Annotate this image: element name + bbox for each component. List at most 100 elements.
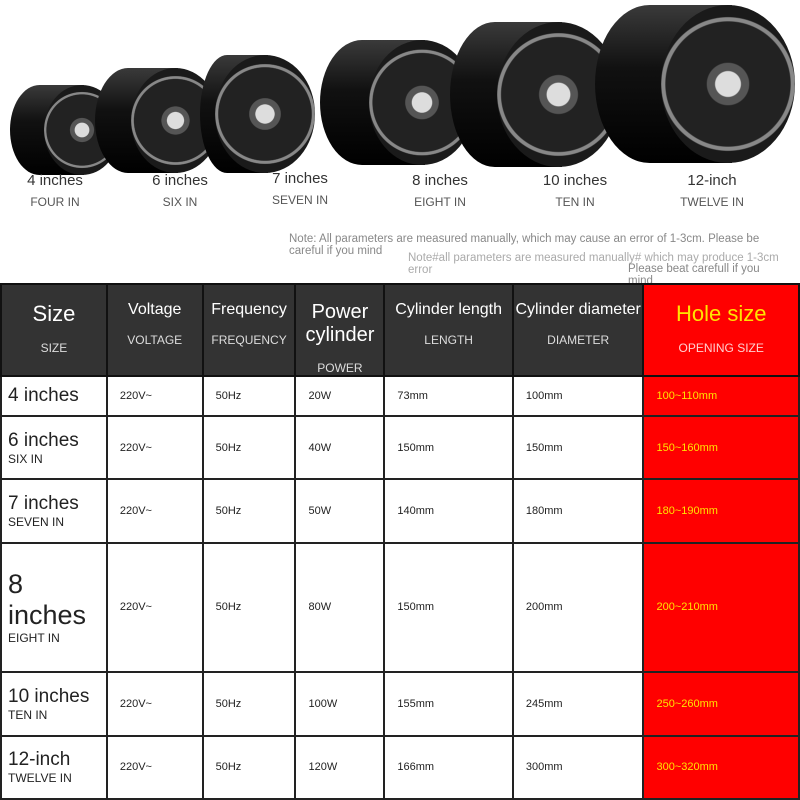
cell-diameter: 300mm: [511, 734, 645, 800]
column-header: Voltage VOLTAGE: [105, 283, 204, 377]
cell-length: 150mm: [383, 541, 514, 674]
cell-size: 10 inches TEN IN: [0, 671, 108, 737]
cell-hole: 100~110mm: [642, 375, 800, 417]
table-row: 12-inch TWELVE IN 220V~ 50Hz 120W 166mm 300mm 3…: [0, 734, 800, 800]
row-size-sub: SEVEN IN: [8, 514, 65, 529]
cell-freq: 50Hz: [201, 734, 297, 800]
cell-freq: 50Hz: [201, 414, 297, 481]
cell-size: 7 inches SEVEN IN: [0, 478, 108, 544]
cell-hole: 300~320mm: [642, 734, 800, 800]
cell-freq: 50Hz: [201, 375, 297, 417]
header-sub: DIAMETER: [547, 333, 610, 347]
cell-length: 150mm: [383, 414, 514, 481]
fan-grille-icon: [214, 55, 315, 173]
cell-power: 40W: [294, 414, 386, 481]
fan-label: 12-inch TWELVE IN: [652, 172, 772, 209]
fan-size-sub: FOUR IN: [30, 195, 80, 209]
header-title: Frequency: [211, 301, 287, 318]
cell-power: 20W: [294, 375, 386, 417]
cell-length: 140mm: [383, 478, 514, 544]
column-header: Power cylinder POWER: [294, 283, 386, 377]
fan-label: 8 inches EIGHT IN: [380, 172, 500, 209]
fan-label: 10 inches TEN IN: [515, 172, 635, 209]
header-title: Cylinder diameter: [515, 301, 641, 318]
table-row: 4 inches 220V~ 50Hz 20W 73mm 100mm 100~110mm: [0, 375, 800, 417]
header-sub: VOLTAGE: [127, 333, 183, 347]
column-header: Size SIZE: [0, 283, 108, 377]
cell-voltage: 220V~: [105, 734, 204, 800]
cell-hole: 150~160mm: [642, 414, 800, 481]
fan-image: [595, 5, 795, 163]
fan-image: [200, 55, 315, 173]
column-header: Cylinder diameter DIAMETER: [511, 283, 645, 377]
cell-voltage: 220V~: [105, 414, 204, 481]
row-size: 7 inches: [8, 492, 79, 514]
fan-size: 10 inches: [542, 172, 608, 189]
cell-freq: 50Hz: [201, 671, 297, 737]
fan-grille-icon: [660, 5, 795, 163]
cell-length: 73mm: [383, 375, 514, 417]
header-title: Voltage: [128, 301, 182, 318]
fan-size-sub: EIGHT IN: [414, 195, 466, 209]
row-size: 4 inches: [8, 384, 79, 406]
row-size-sub: SIX IN: [8, 451, 43, 466]
row-size: 8 inches: [8, 569, 87, 631]
cell-size: 6 inches SIX IN: [0, 414, 108, 481]
row-size: 10 inches: [8, 686, 90, 708]
header-sub: OPENING SIZE: [678, 341, 764, 355]
fan-size-sub: SIX IN: [162, 195, 198, 209]
column-header: Cylinder length LENGTH: [383, 283, 514, 377]
cell-voltage: 220V~: [105, 541, 204, 674]
header-sub: LENGTH: [424, 333, 473, 347]
cell-freq: 50Hz: [201, 541, 297, 674]
cell-hole: 180~190mm: [642, 478, 800, 544]
cell-power: 50W: [294, 478, 386, 544]
cell-diameter: 180mm: [511, 478, 645, 544]
table-row: 8 inches EIGHT IN 220V~ 50Hz 80W 150mm 200mm 20…: [0, 541, 800, 674]
cell-hole: 200~210mm: [642, 541, 800, 674]
row-size-sub: TWELVE IN: [8, 771, 72, 786]
fan-size: 8 inches: [412, 172, 468, 189]
fan-size-sub: TWELVE IN: [680, 195, 744, 209]
note-1: Note: All parameters are measured manual…: [289, 233, 760, 257]
product-image: 4 inches FOUR IN 6 inches SIX IN 7 inches SEV…: [0, 0, 800, 287]
cell-voltage: 220V~: [105, 671, 204, 737]
fan-label: 4 inches FOUR IN: [0, 172, 115, 209]
header-row: Size SIZE Voltage VOLTAGE Frequency FREQUENCY…: [0, 283, 800, 377]
table-row: 7 inches SEVEN IN 220V~ 50Hz 50W 140mm 180mm 18…: [0, 478, 800, 544]
cell-size: 4 inches: [0, 375, 108, 417]
cell-power: 100W: [294, 671, 386, 737]
fan-size: 12-inch: [687, 172, 737, 189]
column-header: Frequency FREQUENCY: [201, 283, 297, 377]
cell-diameter: 150mm: [511, 414, 645, 481]
cell-diameter: 245mm: [511, 671, 645, 737]
fan-size: 6 inches: [152, 172, 208, 189]
header-sub: POWER: [317, 361, 363, 375]
row-size: 6 inches: [8, 429, 79, 451]
fan-size-sub: SEVEN IN: [271, 193, 328, 207]
header-title: Power cylinder: [305, 301, 375, 346]
fan-label: 7 inches SEVEN IN: [240, 170, 360, 207]
header-title: Size: [32, 301, 76, 326]
cell-length: 155mm: [383, 671, 514, 737]
fan-size-sub: TEN IN: [555, 195, 595, 209]
row-size-sub: TEN IN: [8, 708, 48, 723]
fan-size: 7 inches: [272, 170, 328, 187]
row-size: 12-inch: [8, 749, 71, 771]
header-title: Hole size: [675, 301, 767, 326]
header-sub: SIZE: [40, 341, 68, 355]
header-sub: FREQUENCY: [211, 333, 287, 347]
cell-size: 8 inches EIGHT IN: [0, 541, 108, 674]
cell-diameter: 100mm: [511, 375, 645, 417]
cell-freq: 50Hz: [201, 478, 297, 544]
cell-power: 80W: [294, 541, 386, 674]
table-row: 6 inches SIX IN 220V~ 50Hz 40W 150mm 150mm 150~…: [0, 414, 800, 481]
cell-power: 120W: [294, 734, 386, 800]
fan-size: 4 inches: [27, 172, 83, 189]
table-row: 10 inches TEN IN 220V~ 50Hz 100W 155mm 245mm 25…: [0, 671, 800, 737]
row-size-sub: EIGHT IN: [8, 631, 60, 646]
spec-table: Size SIZE Voltage VOLTAGE Frequency FREQUENCY…: [0, 283, 800, 800]
cell-voltage: 220V~: [105, 375, 204, 417]
fan-label: 6 inches SIX IN: [120, 172, 240, 209]
cell-diameter: 200mm: [511, 541, 645, 674]
